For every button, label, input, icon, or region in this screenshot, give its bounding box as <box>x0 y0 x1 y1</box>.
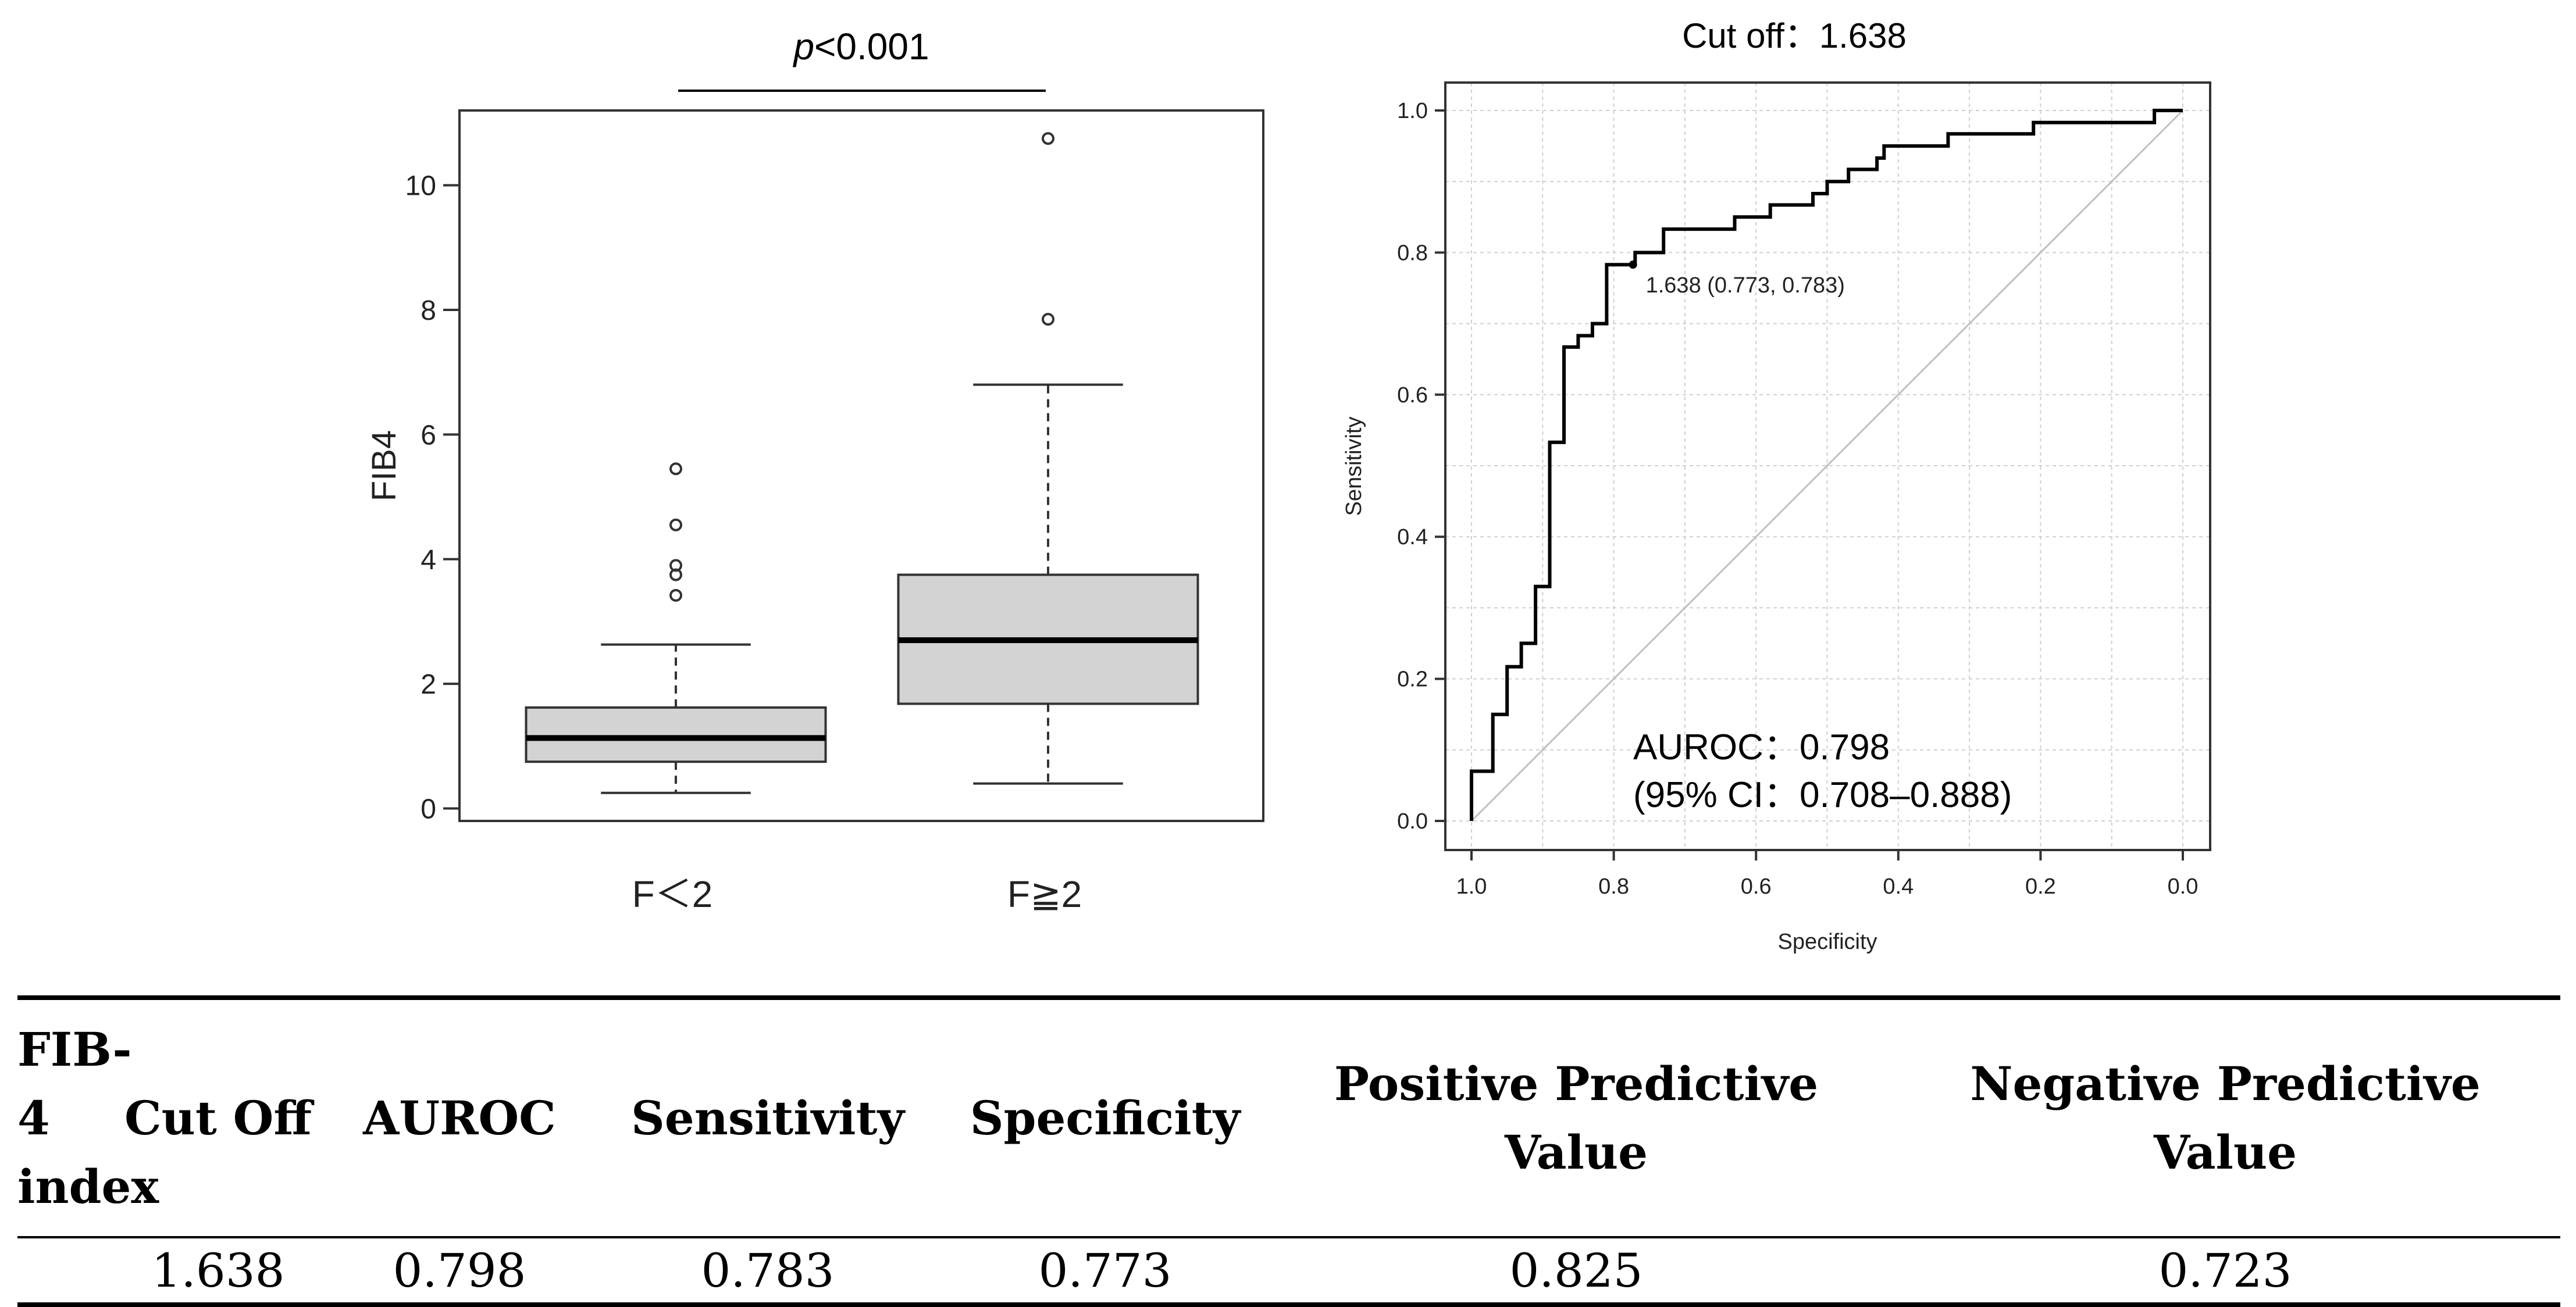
table-header-row: FIB-4 index Cut Off AUROC Sensitivity Spe… <box>17 998 2560 1237</box>
y-tick-label: 0 <box>421 794 436 825</box>
chance-line <box>1470 109 2184 822</box>
cell-auroc: 0.798 <box>393 1243 526 1298</box>
y-tick-label: 0.4 <box>1397 525 1428 549</box>
header-auroc: AUROC <box>363 1091 556 1145</box>
header-ppv: Positive Predictive Value <box>1334 1056 1819 1180</box>
boxplot-frame <box>458 109 1264 822</box>
x-tick-label: 0.2 <box>2025 874 2056 899</box>
x-tick-label: 0.0 <box>2168 874 2199 899</box>
y-tick-label: 6 <box>421 420 436 451</box>
roc-frame <box>1444 81 2211 851</box>
y-tick-label: 0.2 <box>1397 667 1428 692</box>
cell-specificity: 0.773 <box>1038 1243 1172 1298</box>
cutoff-point <box>1629 260 1637 269</box>
y-tick-label: 0.6 <box>1397 383 1428 408</box>
outlier-point <box>669 518 682 531</box>
category-label: F≧2 <box>1007 873 1082 915</box>
cell-index <box>17 1237 105 1305</box>
box <box>525 706 827 763</box>
y-tick-label: 10 <box>405 171 436 202</box>
header-specificity: Specificity <box>970 1091 1241 1145</box>
y-axis-label: FIB4 <box>365 430 403 502</box>
x-tick-label: 0.8 <box>1598 874 1629 899</box>
cutoff-label: 1.638 (0.773, 0.783) <box>1646 273 1845 298</box>
figure: p<0.001 0 2 4 6 8 10 FIB4 F＜2 F≧2 Cut off：1.638 1.… <box>365 16 2211 954</box>
category-label: F＜2 <box>632 873 713 915</box>
table-row: 1.638 0.798 0.783 0.773 0.825 0.723 <box>17 1237 2560 1305</box>
y-axis-label: Sensitivity <box>1342 416 1366 516</box>
outlier-point <box>669 588 682 602</box>
outlier-point <box>1042 313 1054 326</box>
x-axis-label: Specificity <box>1777 930 1877 954</box>
y-tick-label: 8 <box>421 295 436 326</box>
header-sensitivity: Sensitivity <box>631 1091 904 1145</box>
x-tick-label: 0.4 <box>1883 874 1914 899</box>
y-tick-label: 0.0 <box>1397 809 1428 834</box>
header-cut-off: Cut Off <box>124 1091 312 1145</box>
outlier-point <box>669 462 682 476</box>
x-tick-label: 0.6 <box>1741 874 1772 899</box>
x-tick-label: 1.0 <box>1456 874 1487 899</box>
outlier-point <box>669 559 682 572</box>
outlier-point <box>1042 132 1054 145</box>
cell-ppv: 0.825 <box>1509 1243 1643 1298</box>
y-tick-label: 4 <box>421 545 436 576</box>
boxplot-panel: p<0.001 0 2 4 6 8 10 FIB4 F＜2 F≧2 <box>365 26 1264 915</box>
p-value-label: p<0.001 <box>792 26 929 67</box>
roc-curve <box>1470 109 2183 821</box>
cell-sensitivity: 0.783 <box>701 1243 835 1298</box>
y-tick-label: 2 <box>421 669 436 700</box>
header-npv: Negative Predictive Value <box>1970 1056 2481 1180</box>
roc-panel: Cut off：1.638 1.0 0.8 0.6 0.4 0.2 0.0 0.0 0.2 0.4… <box>1342 16 2211 954</box>
y-tick-label: 1.0 <box>1397 99 1428 123</box>
auroc-label: AUROC：0.798 <box>1633 727 1890 767</box>
cell-npv: 0.723 <box>2158 1243 2292 1298</box>
roc-title: Cut off：1.638 <box>1682 16 1907 55</box>
auroc-ci-label: (95% CI：0.708–0.888) <box>1633 775 2012 815</box>
results-table: FIB-4 index Cut Off AUROC Sensitivity Spe… <box>17 995 2560 1307</box>
y-tick-label: 0.8 <box>1397 241 1428 265</box>
header-fib4-index: FIB-4 index <box>17 1022 159 1214</box>
cell-cut-off: 1.638 <box>151 1243 285 1298</box>
